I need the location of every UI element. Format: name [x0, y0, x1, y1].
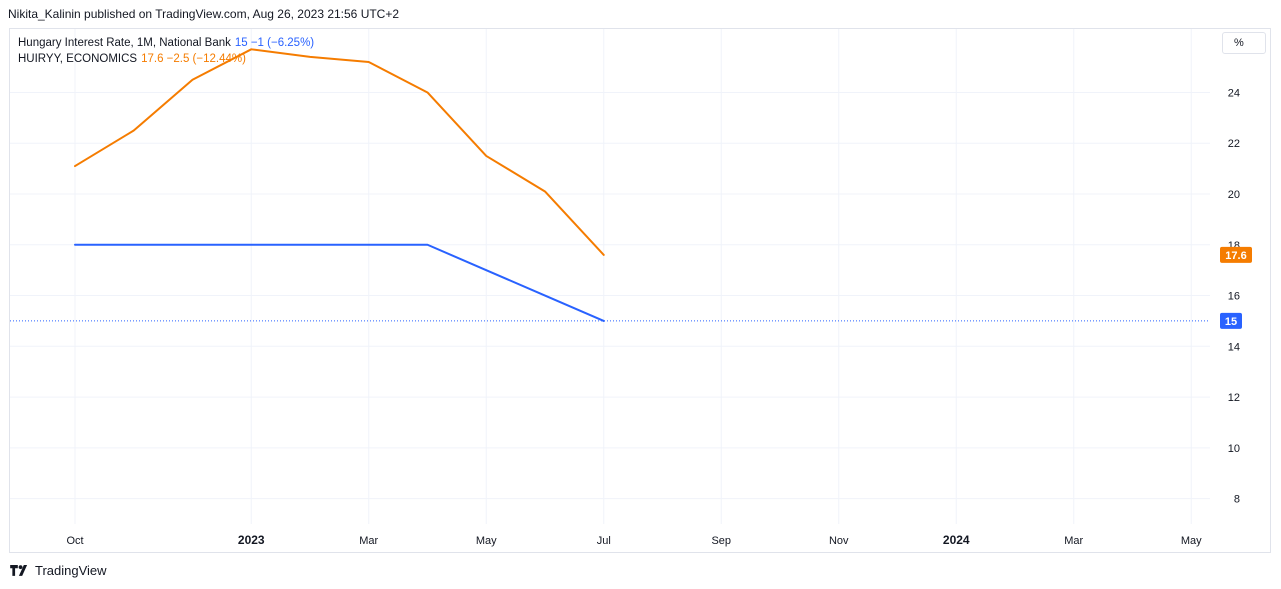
x-tick-label: Jul [597, 535, 611, 547]
legend-series-values: 15 −1 (−6.25%) [234, 37, 315, 49]
y-tick-label: 10 [1228, 443, 1240, 455]
last-value-badge-label: 15 [1225, 316, 1237, 328]
y-tick-label: 12 [1228, 392, 1240, 404]
x-tick-label: May [476, 535, 497, 547]
legend-series-name: Hungary Interest Rate, 1M, National Bank [18, 37, 231, 49]
legend-series-values: 17.6 −2.5 (−12.44%) [141, 53, 246, 65]
legend-row-interest-rate[interactable]: Hungary Interest Rate, 1M, National Bank… [18, 35, 314, 51]
y-tick-label: 8 [1234, 494, 1240, 506]
series-line-huiryy [74, 48, 605, 256]
legend-row-huiryy[interactable]: HUIRYY, ECONOMICS 17.6 −2.5 (−12.44%) [18, 51, 314, 67]
x-tick-label: Nov [829, 535, 849, 547]
x-tick-label: May [1181, 535, 1202, 547]
publish-info: Nikita_Kalinin published on TradingView.… [8, 7, 400, 21]
last-value-badge-label: 17.6 [1225, 250, 1246, 262]
footer-brand-text: TradingView [35, 563, 107, 578]
y-tick-label: 24 [1228, 87, 1240, 99]
y-tick-label: 16 [1228, 291, 1240, 303]
tradingview-logo-icon [10, 564, 28, 576]
x-tick-label: Mar [1064, 535, 1083, 547]
x-tick-label: 2023 [238, 533, 265, 547]
chart-frame [9, 28, 1271, 553]
footer-branding[interactable]: TradingView [10, 563, 107, 578]
legend-series-name: HUIRYY, ECONOMICS [18, 53, 138, 65]
x-tick-label: Mar [359, 535, 378, 547]
last-value-badge-huiryy [1220, 246, 1252, 263]
y-tick-label: 14 [1228, 341, 1240, 353]
y-tick-label: 20 [1228, 189, 1240, 201]
chart-legend: Hungary Interest Rate, 1M, National Bank… [18, 35, 314, 67]
x-tick-label: Sep [711, 535, 731, 547]
last-value-badge-interest-rate [1220, 312, 1242, 329]
y-tick-label: 22 [1228, 138, 1240, 150]
x-tick-label: 2024 [943, 533, 970, 547]
series-line-interest-rate [74, 243, 605, 322]
unit-selector-button[interactable]: % [1222, 32, 1266, 54]
x-tick-label: Oct [66, 535, 83, 547]
